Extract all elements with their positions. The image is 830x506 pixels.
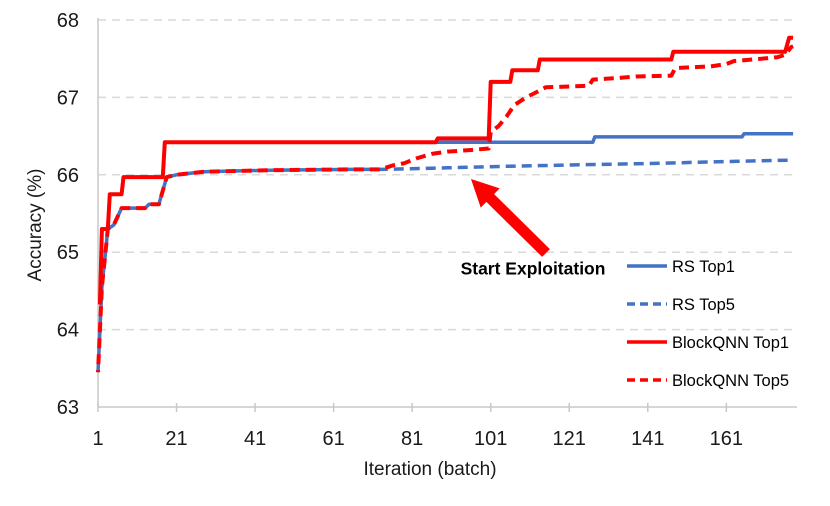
x-tick-label-101: 101	[474, 428, 507, 450]
legend-label-blockqnn-top1: BlockQNN Top1	[672, 334, 789, 352]
x-tick-label-141: 141	[631, 428, 664, 450]
y-tick-label-65: 65	[57, 242, 79, 264]
y-tick-label-68: 68	[57, 10, 79, 32]
series-line-blockqnn-top5	[96, 44, 794, 373]
legend-label-blockqnn-top5: BlockQNN Top5	[672, 372, 789, 390]
x-axis-title: Iteration (batch)	[363, 459, 497, 480]
y-tick-label-66: 66	[57, 165, 79, 187]
annotation-arrow-shaft	[484, 191, 550, 257]
x-tick-label-41: 41	[244, 428, 266, 450]
series-line-rs-top1	[98, 132, 794, 305]
x-tick-label-21: 21	[165, 428, 187, 450]
x-tick-label-121: 121	[553, 428, 586, 450]
annotation-arrow-head	[471, 179, 500, 208]
y-axis-title: Accuracy (%)	[25, 168, 46, 282]
legend-label-rs-top5: RS Top5	[672, 296, 735, 314]
x-tick-label-161: 161	[710, 428, 743, 450]
series-line-blockqnn-top1	[98, 35, 794, 305]
y-tick-label-67: 67	[57, 87, 79, 109]
x-tick-label-1: 1	[92, 428, 103, 450]
x-tick-label-61: 61	[322, 428, 344, 450]
y-tick-label-64: 64	[57, 320, 79, 342]
y-tick-label-63: 63	[57, 397, 79, 419]
legend-label-rs-top1: RS Top1	[672, 258, 735, 276]
start-exploitation-annotation: Start Exploitation	[460, 258, 606, 279]
x-tick-label-81: 81	[401, 428, 423, 450]
